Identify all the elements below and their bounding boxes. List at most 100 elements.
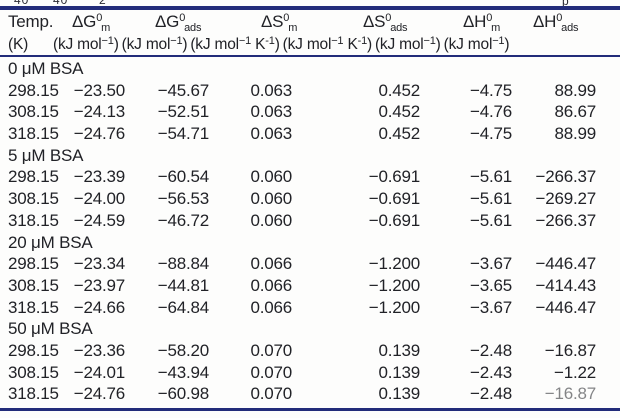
table-cell: −3.65	[469, 275, 512, 295]
unit-dG-m: (kJ mol−1)	[53, 35, 119, 53]
col-header-dG-m: ΔG0m	[72, 12, 111, 34]
table-cell: −269.27	[535, 189, 596, 209]
table-cell: −446.47	[535, 254, 596, 274]
table-cell: 318.15	[8, 384, 59, 404]
table-cell: −4.75	[469, 124, 512, 144]
table-cell: −0.691	[368, 167, 420, 187]
table-cell: 298.15	[8, 80, 59, 100]
section-label: 50 μM BSA	[8, 319, 93, 339]
table-row: 308.15 −24.00 −56.53 0.060 −0.691 −5.61 −269.2…	[0, 188, 620, 210]
table-row: 298.15 −23.34 −88.84 0.066 −1.200 −3.67 −446.4…	[0, 253, 620, 275]
table-row: 298.15 −23.39 −60.54 0.060 −0.691 −5.61 −266.3…	[0, 166, 620, 188]
table-cell: −1.200	[368, 297, 420, 317]
table-cell: 0.139	[378, 384, 420, 404]
table-cell: −266.37	[535, 210, 596, 230]
table-cell: 0.452	[378, 124, 420, 144]
table-cell: −44.81	[157, 275, 209, 295]
table-cell: 0.060	[250, 210, 292, 230]
table-cell: −54.71	[157, 124, 209, 144]
table-cell: −16.87	[544, 340, 596, 360]
table-row: 318.15 −24.59 −46.72 0.060 −0.691 −5.61 −266.3…	[0, 210, 620, 232]
table-cell: −1.200	[368, 275, 420, 295]
table-cell: 0.070	[250, 384, 292, 404]
table-cell: 0.139	[378, 362, 420, 382]
section-label: 5 μM BSA	[8, 145, 84, 165]
table-header-units: (K) (kJ mol−1) (kJ mol−1) (kJ mol−1 K-1)…	[8, 33, 620, 54]
unit-dH-m: (kJ mol−1)	[374, 35, 441, 53]
col-header-temp: Temp.	[8, 12, 54, 31]
table-row: 318.15 −24.76 −60.98 0.070 0.139 −2.48 −16.87	[0, 383, 620, 405]
table-cell: −60.54	[157, 167, 209, 187]
table-cell: 0.070	[250, 340, 292, 360]
table-cell: −23.36	[73, 340, 125, 360]
unit-dS-m: (kJ mol−1 K-1)	[190, 35, 280, 53]
unit-temp: (K)	[8, 36, 29, 53]
table-cell: −24.66	[73, 297, 125, 317]
table-cell: 0.063	[250, 102, 292, 122]
table-cell: −24.00	[73, 189, 125, 209]
col-header-dH-m: ΔH0m	[463, 12, 501, 34]
unit-dG-ads: (kJ mol−1)	[121, 35, 188, 53]
unit-dS-ads: (kJ mol−1 K-1)	[282, 35, 373, 53]
table-cell: 318.15	[8, 210, 59, 230]
table-cell: −24.76	[73, 124, 125, 144]
table-cell: 318.15	[8, 297, 59, 317]
table-cell: 308.15	[8, 362, 59, 382]
table-cell: 88.99	[554, 124, 596, 144]
table-cell: −4.75	[469, 80, 512, 100]
table-cell: 0.070	[250, 362, 292, 382]
table-cell: −43.94	[157, 362, 209, 382]
table-cell: 298.15	[8, 340, 59, 360]
table-cell: 86.67	[554, 102, 596, 122]
section-label: 20 μM BSA	[8, 232, 93, 252]
table-cell: −446.47	[535, 297, 596, 317]
table-cell: −16.87	[544, 384, 596, 404]
col-header-dH-ads: ΔH0ads	[533, 12, 579, 34]
table-row: 308.15 −24.13 −52.51 0.063 0.452 −4.76 86.67	[0, 101, 620, 123]
table-cell: −24.01	[73, 362, 125, 382]
unit-dH-ads: (kJ mol−1)	[443, 35, 510, 53]
table-cell: 308.15	[8, 102, 59, 122]
table-cell: 0.063	[250, 124, 292, 144]
table-cell: 0.066	[250, 275, 292, 295]
table-cell: −3.67	[469, 254, 512, 274]
table-cell: 308.15	[8, 189, 59, 209]
table-cell: 0.452	[378, 102, 420, 122]
table-cell: 0.066	[250, 254, 292, 274]
table-cell: −414.43	[535, 275, 596, 295]
table-cell: −1.22	[553, 362, 596, 382]
clipped-text-fragment: p	[562, 0, 570, 8]
table-cell: −2.48	[469, 340, 512, 360]
col-header-dG-ads: ΔG0ads	[155, 12, 202, 34]
table-cell: 0.060	[250, 167, 292, 187]
clipped-text-fragment: 40	[53, 0, 69, 7]
table-cell: −60.98	[157, 384, 209, 404]
table-cell: 298.15	[8, 254, 59, 274]
table-cell: 0.066	[250, 297, 292, 317]
table-row: 318.15 −24.66 −64.84 0.066 −1.200 −3.67 −446.4…	[0, 297, 620, 319]
table-row: 298.15 −23.50 −45.67 0.063 0.452 −4.75 88.99	[0, 80, 620, 102]
table-cell: −46.72	[157, 210, 209, 230]
table-body: 0 μM BSA 298.15 −23.50 −45.67 0.063 0.452 −4.7…	[0, 58, 620, 405]
table-cell: −2.43	[469, 362, 512, 382]
clipped-text-fragment: 2	[99, 0, 107, 7]
col-header-dS-ads: ΔS0ads	[363, 12, 408, 34]
table-cell: −24.76	[73, 384, 125, 404]
table-top-rule	[0, 6, 620, 10]
col-header-dS-m: ΔS0m	[261, 12, 298, 34]
table-cell: 0.063	[250, 80, 292, 100]
table-cell: 0.139	[378, 340, 420, 360]
table-cell: 0.060	[250, 189, 292, 209]
table-header-symbols: Temp. ΔG0m ΔG0ads ΔS0m ΔS0ads ΔH0m ΔH0ad…	[0, 12, 620, 34]
table-cell: −1.200	[368, 254, 420, 274]
table-cell: −64.84	[157, 297, 209, 317]
table-cell: −0.691	[368, 189, 420, 209]
table-cell: 298.15	[8, 167, 59, 187]
table-cell: −24.59	[73, 210, 125, 230]
clipped-text-fragment: 40	[14, 0, 30, 7]
table-cell: −45.67	[157, 80, 209, 100]
table-cell: −23.97	[73, 275, 125, 295]
table-cell: −58.20	[157, 340, 209, 360]
table-cell: −4.76	[469, 102, 512, 122]
